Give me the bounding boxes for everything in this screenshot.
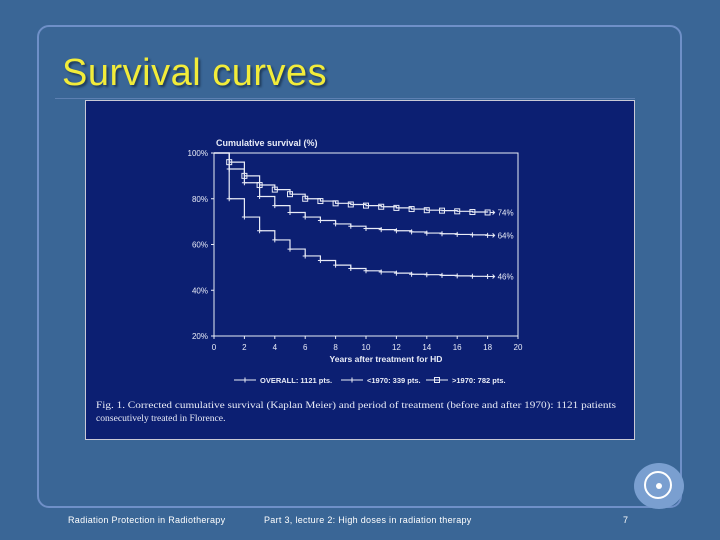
data-point (287, 191, 293, 198)
data-point (439, 272, 445, 278)
data-point (348, 223, 354, 229)
y-tick-label: 100% (188, 149, 208, 158)
atom-icon (644, 471, 672, 499)
series-end-arrow (489, 274, 496, 279)
legend-label: >1970: 782 pts. (452, 376, 506, 385)
series-line (214, 152, 489, 236)
data-point (424, 272, 430, 278)
data-point (439, 207, 445, 214)
data-point (469, 273, 475, 279)
data-point (317, 198, 324, 205)
y-tick-label: 40% (192, 286, 208, 295)
data-point (408, 206, 415, 213)
data-point (454, 273, 460, 279)
slide-title: Survival curves (62, 52, 328, 94)
data-point (347, 201, 354, 208)
data-point (272, 237, 278, 243)
data-point (469, 232, 475, 238)
slide-frame (37, 25, 682, 508)
series-end-label: 64% (498, 231, 514, 240)
series-end-label: 74% (498, 208, 514, 217)
x-axis-label: Years after treatment for HD (330, 354, 443, 364)
x-tick-label: 20 (514, 343, 523, 352)
legend-marker (434, 377, 440, 383)
data-point (317, 217, 323, 223)
x-tick-label: 18 (483, 343, 492, 352)
legend-label: OVERALL: 1121 pts. (260, 376, 332, 385)
data-point (454, 208, 461, 215)
data-point (226, 196, 232, 202)
data-point (241, 180, 247, 186)
data-point (272, 203, 278, 209)
data-point (378, 227, 384, 233)
figure-caption-line-2: consecutively treated in Florence. (96, 413, 225, 424)
figure-caption-line-1: Fig. 1. Corrected cumulative survival (K… (96, 400, 616, 411)
data-point (333, 221, 339, 227)
chart-title: Cumulative survival (%) (216, 138, 318, 148)
data-point (424, 230, 430, 236)
data-point (241, 214, 247, 220)
data-point (439, 231, 445, 237)
data-point (393, 204, 400, 211)
series-line (214, 152, 489, 277)
data-point (454, 231, 460, 237)
data-point (302, 214, 308, 220)
data-point (409, 229, 415, 235)
x-tick-label: 6 (303, 343, 308, 352)
x-tick-label: 8 (333, 343, 338, 352)
x-tick-label: 10 (362, 343, 371, 352)
title-divider (55, 98, 635, 99)
data-point (287, 209, 293, 215)
data-point (363, 225, 369, 231)
data-point (393, 228, 399, 234)
data-point (363, 268, 369, 274)
x-tick-label: 16 (453, 343, 462, 352)
data-point (393, 270, 399, 276)
series-end-arrow (489, 210, 496, 215)
y-tick-label: 80% (192, 195, 208, 204)
survival-chart: Cumulative survival (%) 20% 40% 60% 80% 100% 0… (96, 138, 616, 424)
iaea-logo (634, 463, 684, 509)
data-point (287, 246, 293, 252)
legend-label: <1970: 339 pts. (367, 376, 421, 385)
x-tick-label: 0 (212, 343, 217, 352)
data-point (485, 274, 491, 280)
x-tick-label: 4 (273, 343, 278, 352)
data-point (302, 253, 308, 259)
series-end-arrow (489, 232, 496, 238)
data-point (363, 202, 369, 209)
atom-nucleus (656, 483, 662, 489)
data-point (333, 262, 339, 268)
x-tick-label: 14 (422, 343, 431, 352)
legend-marker (349, 377, 355, 383)
data-point (378, 269, 384, 275)
data-point (348, 266, 354, 272)
data-point (257, 228, 263, 234)
chart-photo: Cumulative survival (%) 20% 40% 60% 80% 100% 0… (85, 100, 635, 440)
data-point (409, 271, 415, 277)
y-tick-label: 20% (192, 332, 208, 341)
x-tick-label: 2 (242, 343, 247, 352)
data-point (271, 186, 278, 193)
footer-course: Radiation Protection in Radiotherapy (68, 515, 226, 525)
x-tick-label: 12 (392, 343, 401, 352)
page-number: 7 (623, 515, 629, 525)
data-point (257, 193, 263, 199)
series-end-label: 46% (498, 273, 514, 282)
data-point (485, 232, 491, 238)
data-point (469, 209, 476, 216)
data-point (317, 258, 323, 264)
data-point (332, 200, 339, 207)
data-point (378, 203, 385, 210)
footer-lecture: Part 3, lecture 2: High doses in radiati… (264, 515, 472, 525)
data-point (302, 195, 309, 202)
data-point (423, 207, 430, 214)
y-tick-label: 60% (192, 241, 208, 250)
legend-marker (242, 377, 248, 383)
